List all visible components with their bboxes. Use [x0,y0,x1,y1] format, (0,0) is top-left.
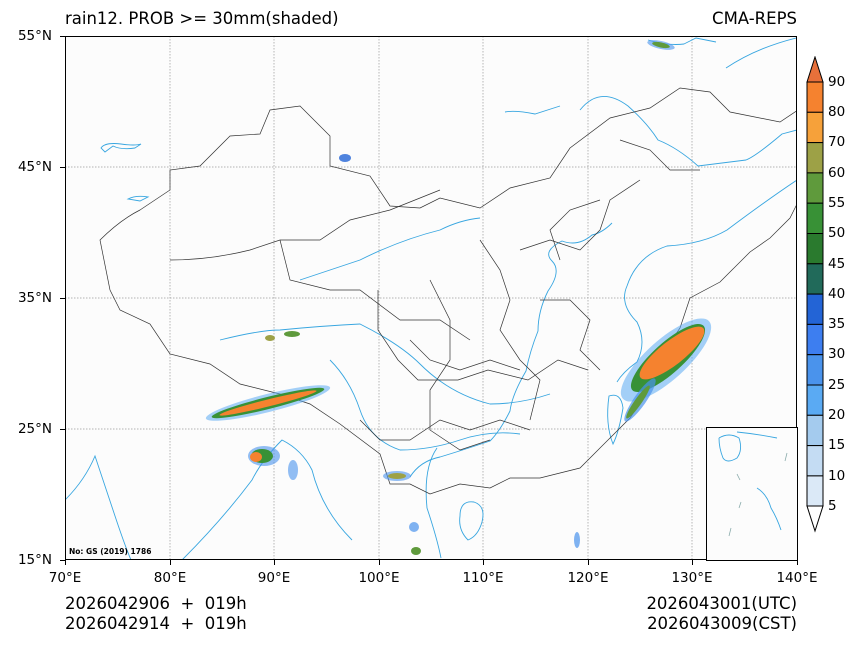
lon-tick-label: 130°E [671,570,713,586]
colorbar-label: 15 [828,437,846,453]
model-name: CMA-REPS [712,9,797,28]
lat-tick-label: 45°N [17,159,52,175]
gridlines [66,37,796,559]
tick-mark [797,560,798,565]
lon-tick-label: 100°E [358,570,400,586]
lat-tick-label: 25°N [17,421,52,437]
colorbar-label: 60 [828,165,846,181]
lat-tick-label: 55°N [17,28,52,44]
colorbar-label: 5 [828,498,837,514]
tick-mark [60,560,65,561]
tick-mark [65,560,66,565]
colorbar-label: 30 [828,346,846,362]
valid-time-utc: 2026043001(UTC) [646,594,797,613]
lon-tick-label: 90°E [257,570,291,586]
colorbar-graphic [806,55,824,533]
tick-mark [483,560,484,565]
colorbar-label: 70 [828,134,846,150]
lon-tick-label: 120°E [567,570,609,586]
colorbar-label: 25 [828,377,846,393]
tick-mark [588,560,589,565]
map-title: rain12. PROB >= 30mm(shaded) [65,9,339,28]
colorbar [806,55,824,534]
lon-tick-label: 110°E [462,570,504,586]
lon-tick-label: 80°E [153,570,187,586]
probability-shading [205,40,712,555]
colorbar-label: 40 [828,286,846,302]
colorbar-label: 80 [828,104,846,120]
inset-canvas [718,431,788,537]
tick-mark [60,298,65,299]
tick-mark [170,560,171,565]
lat-tick-label: 35°N [17,290,52,306]
colorbar-label: 45 [828,256,846,272]
tick-mark [379,560,380,565]
valid-time-cst: 2026043009(CST) [647,614,797,633]
coastlines-rivers [66,37,796,559]
colorbar-label: 55 [828,195,846,211]
lat-tick-label: 15°N [17,552,52,568]
south-china-sea-inset [706,427,798,561]
map-canvas [66,37,796,559]
colorbar-label: 90 [828,74,846,90]
colorbar-label: 10 [828,468,846,484]
map-panel [65,36,797,560]
init-time-cst: 2026042914 + 019h [65,614,247,633]
lon-tick-label: 140°E [776,570,818,586]
colorbar-label: 50 [828,225,846,241]
tick-mark [60,429,65,430]
tick-mark [692,560,693,565]
init-time-utc: 2026042906 + 019h [65,594,247,613]
map-approval-number: No: GS (2019) 1786 [69,547,152,556]
tick-mark [274,560,275,565]
colorbar-label: 20 [828,407,846,423]
tick-mark [60,167,65,168]
colorbar-label: 35 [828,316,846,332]
lon-tick-label: 70°E [48,570,82,586]
borders [99,87,796,495]
tick-mark [60,36,65,37]
